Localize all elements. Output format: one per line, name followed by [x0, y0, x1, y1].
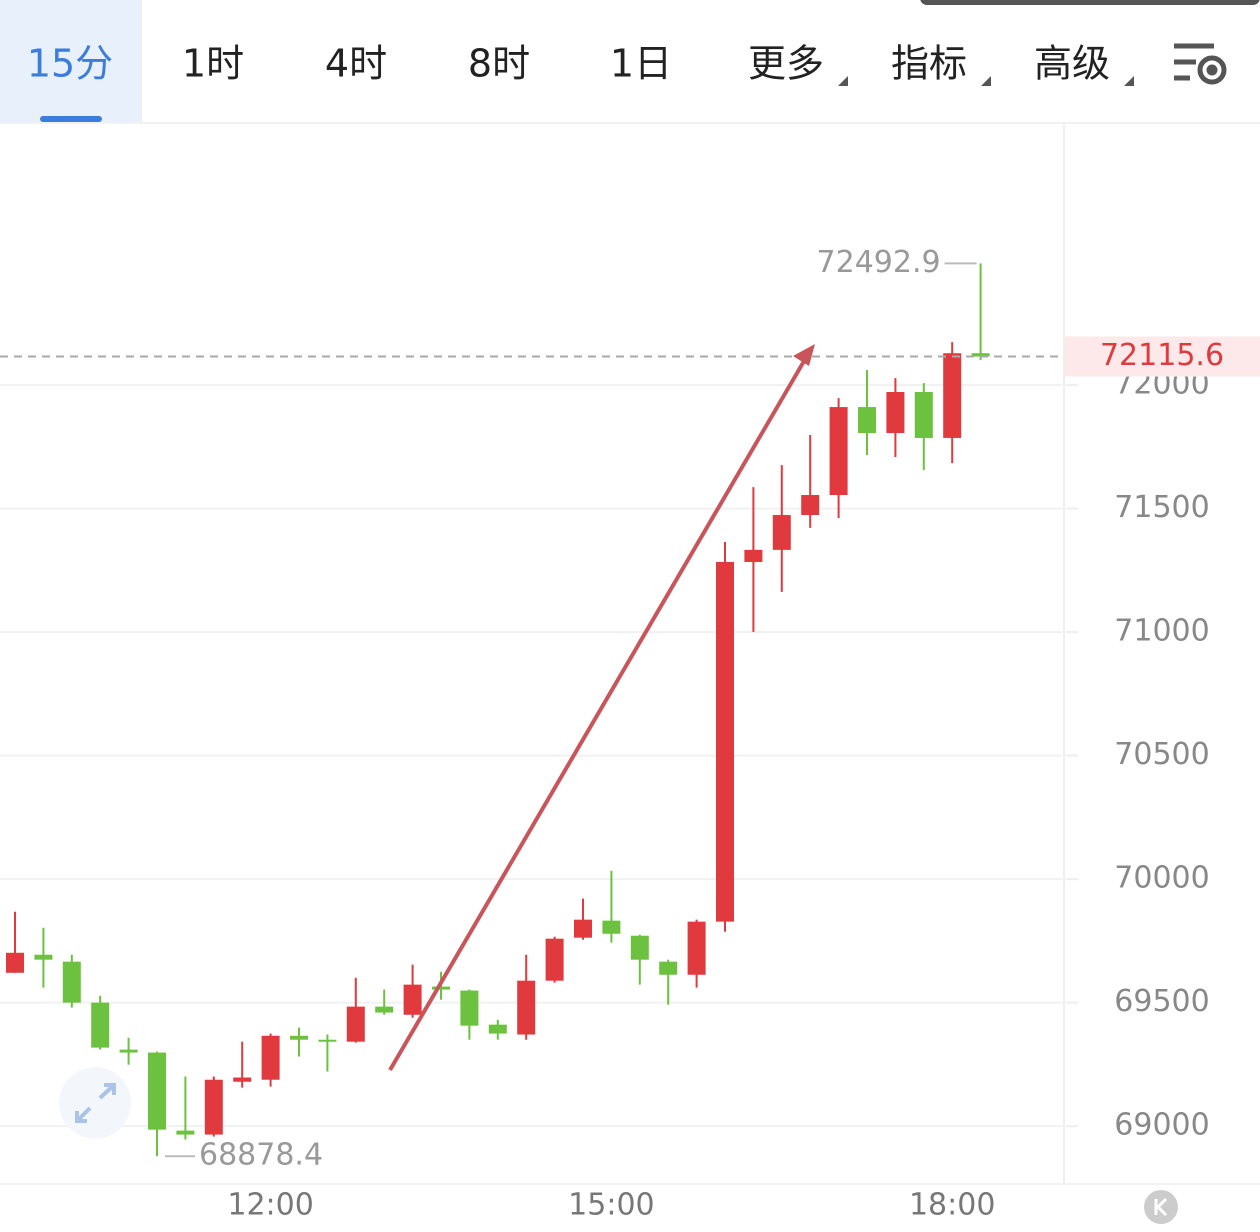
tab[interactable]: 1日	[610, 42, 672, 86]
status-bar-handle	[920, 0, 1260, 5]
candle-body	[119, 1049, 138, 1053]
candle-body	[148, 1052, 166, 1130]
tab[interactable]: 指标	[891, 42, 967, 86]
x-tick-label: 15:00	[568, 1188, 654, 1223]
tab[interactable]: 4时	[325, 42, 387, 86]
candle-body	[346, 1006, 365, 1042]
candle-body	[545, 938, 564, 981]
dropdown-caret	[1124, 76, 1134, 86]
scroll-latest-icon	[1154, 1197, 1168, 1217]
candle-body	[829, 407, 848, 496]
candle-body	[204, 1079, 223, 1135]
candle-body	[34, 954, 53, 960]
candle-body	[517, 980, 536, 1035]
last-price-bg	[1065, 336, 1260, 377]
tab[interactable]: 更多	[748, 42, 824, 86]
y-tick-label: 69000	[1114, 1108, 1209, 1143]
candle-body	[914, 392, 933, 438]
candle-body	[261, 1035, 280, 1080]
high-label: 72492.9	[817, 245, 941, 280]
selected-tab-indicator	[40, 116, 102, 122]
y-tick-label: 70500	[1114, 737, 1209, 772]
trend-arrow	[388, 354, 809, 1072]
last-price-label: 72115.6	[1100, 338, 1224, 373]
candle-body	[62, 961, 81, 1003]
trend-arrow-head	[793, 344, 815, 366]
expand-button[interactable]	[59, 1067, 131, 1139]
dropdown-caret	[981, 76, 991, 86]
candle-body	[716, 561, 734, 922]
candle-body	[460, 990, 479, 1026]
candle-body	[630, 935, 649, 960]
candle-body	[687, 921, 706, 975]
candle-body	[233, 1077, 252, 1082]
candle-body	[6, 952, 24, 973]
candle-body	[488, 1024, 507, 1034]
candle-body	[772, 515, 791, 550]
candle-body	[602, 920, 621, 934]
settings-icon[interactable]	[1174, 43, 1227, 85]
dropdown-caret	[838, 76, 848, 86]
y-tick-label: 71000	[1114, 614, 1209, 649]
tab[interactable]: 1时	[182, 42, 244, 86]
candle-body	[971, 353, 990, 357]
candle-body	[858, 407, 876, 434]
scroll-latest-button[interactable]	[1144, 1190, 1178, 1224]
selected-tab-bg[interactable]	[0, 0, 142, 122]
tab[interactable]: 高级	[1034, 42, 1110, 86]
y-tick-label: 69500	[1114, 984, 1209, 1019]
expand-icon	[75, 1083, 116, 1123]
y-tick-label: 71500	[1114, 490, 1209, 525]
tab[interactable]: 8时	[468, 42, 530, 86]
candle-body	[574, 919, 592, 938]
x-tick-label: 18:00	[909, 1188, 995, 1223]
candle-body	[744, 549, 763, 562]
candle-body	[176, 1130, 195, 1135]
candle-body	[290, 1035, 308, 1040]
candle-body	[375, 1006, 394, 1013]
candle-body	[432, 986, 450, 990]
candle-body	[318, 1039, 337, 1042]
candle-body	[886, 392, 905, 434]
candle-body	[91, 1002, 110, 1048]
low-label: 68878.4	[199, 1138, 323, 1173]
candle-body	[403, 984, 422, 1015]
y-tick-label: 70000	[1114, 861, 1209, 896]
tab[interactable]: 15分	[27, 42, 113, 86]
candle-body	[659, 961, 678, 975]
candle-body	[801, 495, 820, 516]
candle-body	[943, 353, 962, 438]
x-tick-label: 12:00	[227, 1188, 313, 1223]
